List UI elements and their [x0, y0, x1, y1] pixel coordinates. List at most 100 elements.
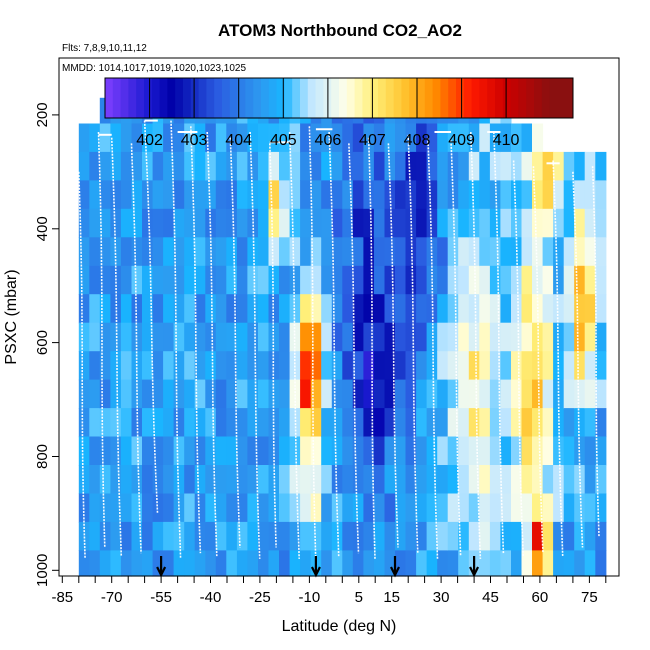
heatmap-cell	[395, 294, 407, 324]
heatmap-cell	[289, 521, 301, 551]
heatmap-cell	[584, 208, 596, 238]
heatmap-cell	[511, 208, 523, 238]
heatmap-cell	[563, 180, 575, 210]
colorbar-cell	[307, 78, 317, 118]
heatmap-cell	[511, 493, 523, 523]
flight-profile-line	[512, 160, 524, 557]
heatmap-cell	[489, 436, 501, 466]
heatmap-cell	[184, 379, 196, 409]
heatmap-cell	[352, 550, 364, 577]
colorbar-cell	[534, 78, 543, 118]
heatmap-cell	[258, 408, 270, 438]
heatmap-cell	[521, 493, 533, 523]
heatmap-cell	[595, 322, 607, 352]
colorbar-tick-label: 402	[136, 132, 163, 149]
heatmap-cell	[89, 379, 101, 409]
heatmap-cell	[152, 294, 164, 324]
heatmap-cell	[226, 436, 238, 466]
heatmap-cell	[321, 237, 333, 267]
heatmap-cell	[331, 465, 343, 495]
heatmap-cell	[384, 550, 396, 577]
colorbar-cell	[315, 78, 324, 118]
heatmap-cell	[236, 294, 248, 324]
heatmap-cell	[194, 208, 206, 238]
heatmap-cell	[247, 265, 259, 295]
colorbar-cell	[495, 78, 504, 118]
heatmap-cell	[279, 379, 291, 409]
heatmap-cell	[173, 521, 185, 551]
colorbar: 402 403 404 405 406 407 408 409 410	[104, 77, 574, 149]
heatmap-cell	[563, 237, 575, 267]
heatmap-cell	[131, 465, 143, 495]
heatmap-cell	[321, 351, 333, 381]
heatmap-cell	[489, 465, 501, 495]
heatmap-cell	[236, 180, 248, 210]
heatmap-cell	[331, 294, 343, 324]
heatmap-cell	[458, 408, 470, 438]
heatmap-cell	[384, 237, 396, 267]
heatmap-cell	[152, 322, 164, 352]
heatmap-cell	[331, 265, 343, 295]
flight-profile-line	[229, 137, 241, 548]
heatmap-cell	[395, 180, 407, 210]
heatmap-cell	[321, 379, 333, 409]
heatmap-cell	[416, 550, 428, 577]
colorbar-cell	[362, 78, 371, 118]
heatmap-cell	[352, 180, 364, 210]
heatmap-cell	[584, 322, 596, 352]
heatmap-cell	[416, 208, 428, 238]
heatmap-cell	[352, 436, 364, 466]
heatmap-cell	[131, 151, 143, 181]
heatmap-cell	[468, 294, 480, 324]
heatmap-cell	[226, 351, 238, 381]
heatmap-cell	[405, 265, 417, 295]
heatmap-cell	[342, 265, 354, 295]
heatmap-cell	[384, 465, 396, 495]
colorbar-tick-label: 406	[315, 132, 342, 149]
colorbar-cell	[144, 78, 153, 118]
heatmap-cell	[553, 521, 565, 551]
heatmap-cell	[300, 408, 312, 438]
heatmap-cell	[532, 521, 544, 551]
heatmap-cell	[89, 294, 101, 324]
heatmap-cell	[363, 436, 375, 466]
heatmap-cell	[268, 521, 280, 551]
heatmap-cell	[395, 379, 407, 409]
heatmap-cell	[595, 208, 607, 238]
heatmap-cell	[99, 351, 111, 381]
heatmap-cell	[416, 237, 428, 267]
heatmap-cell	[563, 521, 575, 551]
heatmap-cell	[99, 151, 111, 181]
heatmap-cell	[131, 123, 143, 153]
flight-profile-line	[532, 166, 544, 554]
heatmap-cell	[500, 237, 512, 267]
heatmap-cell	[416, 265, 428, 295]
sample-arrow-head	[390, 566, 400, 578]
sample-arrow-head	[310, 566, 321, 578]
heatmap-cell	[300, 550, 312, 577]
heatmap-cell	[553, 237, 565, 267]
colorbar-tick-label: 409	[448, 132, 475, 149]
heatmap-cell	[363, 465, 375, 495]
heatmap-cell	[373, 436, 385, 466]
heatmap-cell	[99, 550, 111, 577]
heatmap-cell	[331, 180, 343, 210]
heatmap-cell	[300, 208, 312, 238]
heatmap-cell	[120, 294, 132, 324]
heatmap-cell	[479, 493, 491, 523]
heatmap-cell	[321, 265, 333, 295]
heatmap-cell	[152, 151, 164, 181]
heatmap-cell	[542, 208, 554, 238]
colorbar-cell	[370, 78, 379, 118]
heatmap-cell	[268, 294, 280, 324]
heatmap-cell	[468, 436, 480, 466]
heatmap-cell	[458, 436, 470, 466]
heatmap-cell	[120, 265, 132, 295]
heatmap-cell	[563, 408, 575, 438]
heatmap-cell	[142, 237, 154, 267]
heatmap-cell	[236, 265, 248, 295]
heatmap-cell	[489, 521, 501, 551]
heatmap-cell	[468, 379, 480, 409]
colorbar-cell	[214, 78, 223, 118]
heatmap-cell	[215, 408, 227, 438]
